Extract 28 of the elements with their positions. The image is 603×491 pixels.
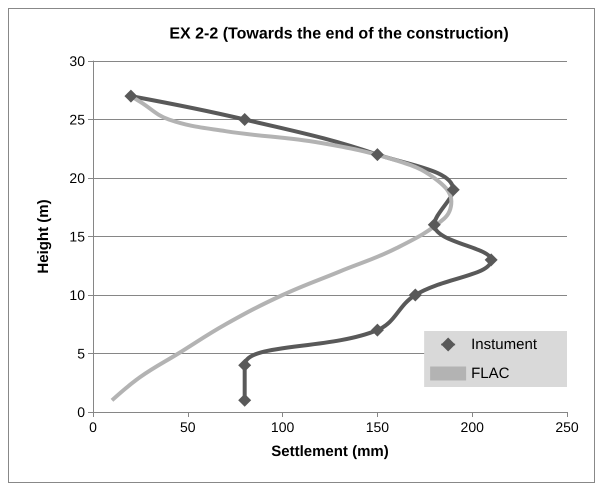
x-tick-label: 200 xyxy=(460,419,484,435)
x-tick-label: 150 xyxy=(366,419,390,435)
x-tick-label: 0 xyxy=(89,419,98,435)
point xyxy=(428,218,441,232)
point xyxy=(124,90,138,103)
point xyxy=(408,288,422,302)
legend-label: FLAC xyxy=(471,365,510,382)
x-axis-title: Settlement (mm) xyxy=(271,443,389,460)
y-tick-label: 0 xyxy=(77,404,86,420)
point xyxy=(370,324,384,337)
y-tick-label: 30 xyxy=(69,53,86,69)
point xyxy=(238,394,252,407)
chart-title: EX 2-2 (Towards the end of the construction) xyxy=(169,26,509,42)
y-tick-label: 5 xyxy=(77,346,86,362)
y-tick-label: 10 xyxy=(69,287,86,303)
y-tick-label: 20 xyxy=(69,170,86,186)
legend-label: Instument xyxy=(471,336,538,353)
y-tick-label: 25 xyxy=(69,112,86,128)
point xyxy=(446,183,460,196)
y-tick-label: 15 xyxy=(69,228,86,244)
x-tick-label: 50 xyxy=(180,419,196,435)
x-tick-label: 250 xyxy=(555,419,579,435)
point xyxy=(370,148,384,162)
x-tick-label: 100 xyxy=(270,419,294,435)
point xyxy=(484,253,498,266)
y-axis-title: Height (m) xyxy=(35,199,52,274)
point xyxy=(238,113,252,126)
point xyxy=(238,358,252,372)
